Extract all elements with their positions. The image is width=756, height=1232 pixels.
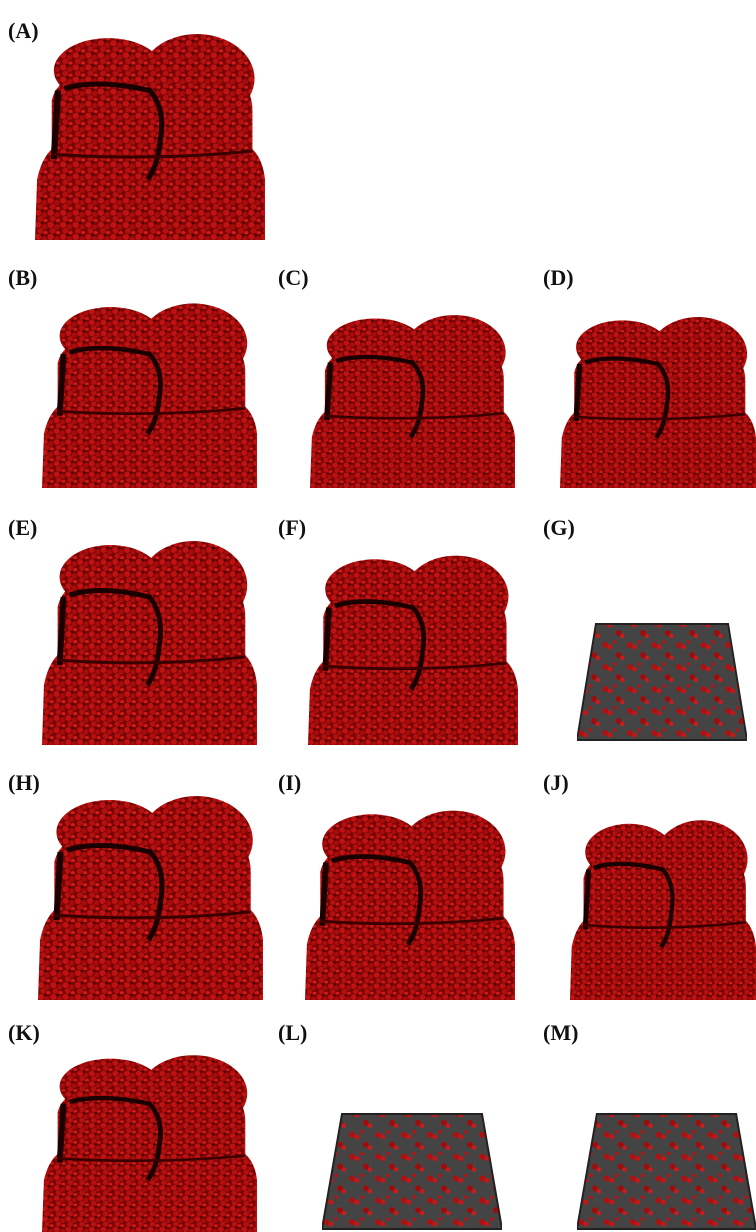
panel-image <box>308 556 518 745</box>
panel-image <box>35 34 265 240</box>
panel-label: (G) <box>543 515 575 540</box>
panel-label: (F) <box>278 515 306 540</box>
panel-image <box>305 811 515 1000</box>
panel-image <box>38 796 263 1000</box>
panel-label: (I) <box>278 770 301 795</box>
panel-label: (K) <box>8 1020 40 1045</box>
panel-label: (D) <box>543 265 574 290</box>
panel-image <box>322 1114 502 1229</box>
panel-label: (L) <box>278 1020 307 1045</box>
panel-label: (H) <box>8 770 40 795</box>
panel-image <box>560 317 756 488</box>
panel-label: (E) <box>8 515 37 540</box>
panel-label: (C) <box>278 265 309 290</box>
panel-label: (B) <box>8 265 37 290</box>
panel-image <box>577 624 747 740</box>
panel-image <box>42 541 257 745</box>
figure: (A) (B) (C) (D) (E) (F) (G) (H) (I) (J) … <box>0 0 756 1232</box>
panel-image <box>42 1055 257 1232</box>
panel-image <box>577 1114 756 1229</box>
panel-label: (J) <box>543 770 569 795</box>
panel-image <box>42 303 257 488</box>
panel-label: (M) <box>543 1020 578 1045</box>
panel-image <box>310 315 515 488</box>
panel-label: (A) <box>8 18 39 43</box>
panel-image <box>570 820 756 1000</box>
